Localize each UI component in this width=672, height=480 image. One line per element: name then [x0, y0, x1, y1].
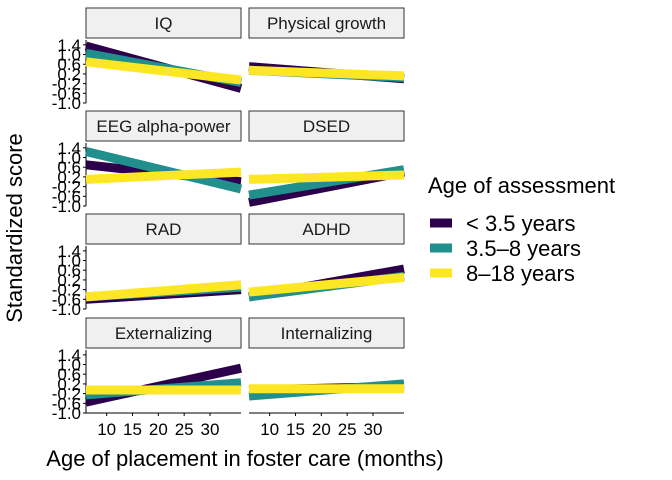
- panel-title: RAD: [146, 220, 182, 239]
- x-axis-title: Age of placement in foster care (months): [46, 446, 443, 471]
- panel-strip: [85, 317, 242, 349]
- y-tick-label: -0.6: [52, 394, 81, 413]
- panel-title: Internalizing: [281, 324, 373, 343]
- panel-strip: [248, 213, 405, 245]
- y-tick-label: 0.2: [57, 65, 81, 84]
- y-tick-label: -0.2: [52, 178, 81, 197]
- panel-3: EEG alpha-power -1.0-0.6-0.20.20.61.01.4: [52, 110, 243, 216]
- y-tick-label: -0.6: [52, 84, 81, 103]
- y-axis-title: Standardized score: [2, 133, 27, 323]
- x-tick-label: 15: [123, 420, 142, 439]
- y-tick-label: 0.6: [57, 158, 81, 177]
- y-tick-label: -1.0: [52, 94, 81, 113]
- x-tick-label: 20: [312, 420, 331, 439]
- panel-2: Physical growth: [248, 7, 405, 84]
- series-line: [85, 167, 242, 184]
- y-tick-label: 1.4: [57, 242, 81, 261]
- legend-title: Age of assessment: [428, 173, 615, 198]
- x-tick-label: 30: [201, 420, 220, 439]
- panel-6: ADHD: [248, 213, 405, 302]
- panel-1: IQ -1.0-0.6-0.20.20.61.01.4: [52, 7, 243, 113]
- y-tick-label: -0.6: [52, 290, 81, 309]
- y-tick-label: 0.2: [57, 375, 81, 394]
- x-tick-label: 10: [260, 420, 279, 439]
- series-line: [85, 280, 242, 302]
- y-tick-label: 1.0: [57, 356, 81, 375]
- panel-title: IQ: [155, 14, 173, 33]
- series-line: [248, 170, 405, 184]
- panel-title: Physical growth: [267, 14, 386, 33]
- x-tick-label: 25: [175, 420, 194, 439]
- y-tick-label: 1.4: [57, 346, 81, 365]
- y-tick-label: 1.0: [57, 252, 81, 271]
- y-tick-label: 0.2: [57, 168, 81, 187]
- y-tick-label: -0.2: [52, 281, 81, 300]
- x-tick-label: 10: [97, 420, 116, 439]
- panel-strip: [248, 317, 405, 349]
- panel-8: Internalizing 10 15 20 25 30: [248, 317, 405, 439]
- y-tick-label: -1.0: [52, 404, 81, 423]
- y-tick-label: 0.6: [57, 55, 81, 74]
- y-tick-label: 0.6: [57, 261, 81, 280]
- y-tick-label: 0.2: [57, 271, 81, 290]
- y-tick-label: -1.0: [52, 197, 81, 216]
- y-tick-label: -0.2: [52, 75, 81, 94]
- panel-title: EEG alpha-power: [96, 117, 231, 136]
- y-tick-label: 1.0: [57, 149, 81, 168]
- y-tick-label: 1.4: [57, 36, 81, 55]
- legend-label: 8–18 years: [466, 261, 575, 286]
- x-tick-label: 15: [286, 420, 305, 439]
- panel-title: ADHD: [302, 220, 350, 239]
- panel-7: Externalizing -1.0-0.6-0.20.20.61.01.4 10 1…: [52, 317, 242, 439]
- series-line: [248, 65, 405, 81]
- y-tick-label: 0.6: [57, 365, 81, 384]
- panel-strip: [248, 110, 405, 142]
- y-tick-label: -0.2: [52, 385, 81, 404]
- x-tick-label: 25: [338, 420, 357, 439]
- panel-4: DSED: [248, 110, 405, 207]
- series-line: [248, 273, 405, 297]
- y-tick-label: -1.0: [52, 300, 81, 319]
- panel-strip: [85, 7, 242, 39]
- x-tick-label: 30: [364, 420, 383, 439]
- panel-strip: [85, 110, 242, 142]
- series-line: [85, 57, 242, 85]
- y-tick-label: 1.0: [57, 46, 81, 65]
- x-tick-label: 20: [149, 420, 168, 439]
- series-line: [84, 147, 243, 194]
- y-tick-label: 1.4: [57, 139, 81, 158]
- panel-title: Externalizing: [115, 324, 212, 343]
- panel-title: DSED: [303, 117, 350, 136]
- legend-label: 3.5–8 years: [466, 236, 581, 261]
- panel-strip: [248, 7, 405, 39]
- legend-label: < 3.5 years: [466, 211, 575, 236]
- panel-5: RAD -1.0-0.6-0.20.20.61.01.4: [52, 213, 242, 319]
- panel-strip: [85, 213, 242, 245]
- y-tick-label: -0.6: [52, 187, 81, 206]
